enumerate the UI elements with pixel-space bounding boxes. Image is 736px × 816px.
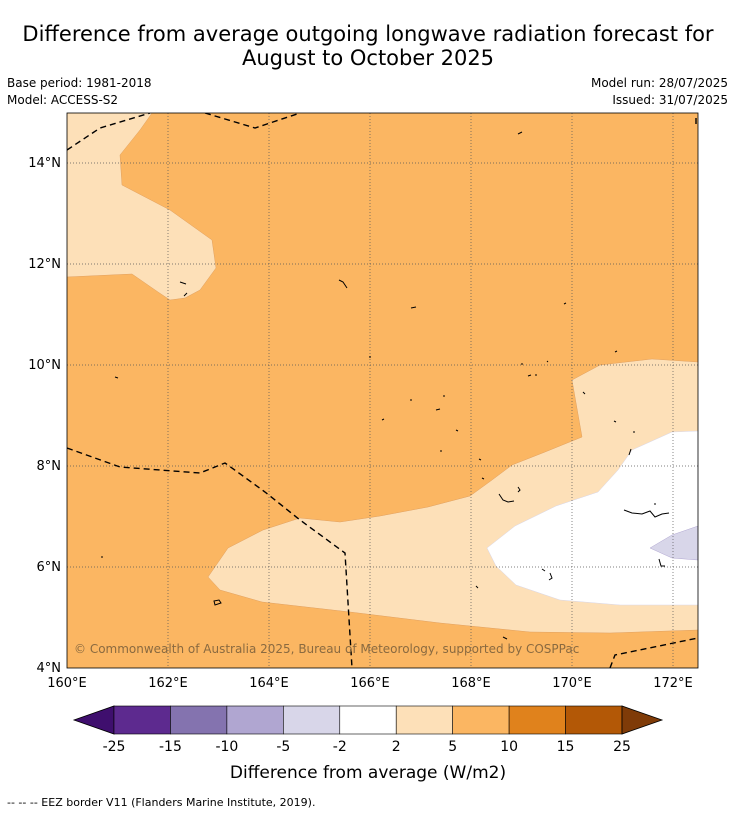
colorbar-tick-label: -10 [215,739,238,755]
eez-source-note: -- -- -- EEZ border V11 (Flanders Marine… [7,796,316,809]
map-title: Difference from average outgoing longwav… [0,22,736,70]
y-tick-label: 10°N [28,358,61,373]
x-tick-label: 164°E [249,676,289,691]
base-period: Base period: 1981-2018 [7,76,152,90]
colorbar-extension-low [72,705,115,735]
x-tick-label: 170°E [552,676,592,691]
colorbar-segment [113,705,171,735]
gridlines [67,113,698,668]
colorbar-tick-label: -25 [103,739,126,755]
anomaly-region-negative [649,525,698,561]
colorbar: -25 -15 -10 -5 -2 2 5 10 15 25 [72,705,664,755]
colorbar-tick-label: 5 [448,739,457,755]
y-tick-label: 8°N [37,459,62,474]
y-tick-label: 14°N [28,156,61,171]
x-tick-label: 168°E [451,676,491,691]
colorbar-tick-label: 10 [500,739,518,755]
colorbar-segment [339,705,397,735]
model-run: Model run: 28/07/2025 [590,76,728,90]
colorbar-tick-label: 15 [557,739,575,755]
meta-left: Base period: 1981-2018 Model: ACCESS-S2 [7,75,152,109]
x-tick-label: 166°E [350,676,390,691]
meta-right: Model run: 28/07/2025 Issued: 31/07/2025 [591,75,728,109]
x-tick-label: 160°E [47,676,87,691]
y-tick-label: 6°N [37,560,62,575]
colorbar-segment [170,705,228,735]
issued-date: Issued: 31/07/2025 [612,93,728,107]
plot-frame [66,112,699,669]
colorbar-title: Difference from average (W/m2) [230,763,506,783]
copyright-notice: © Commonwealth of Australia 2025, Bureau… [74,642,579,656]
x-tick-label: 162°E [148,676,188,691]
colorbar-segment [395,705,453,735]
colorbar-segment [508,705,566,735]
colorbar-tick-label: 2 [392,739,401,755]
y-axis: 4°N 6°N 8°N 10°N 12°N 14°N [28,156,61,676]
colorbar-tick-label: -2 [333,739,347,755]
colorbar-segment [226,705,284,735]
colorbar-tick-label: 25 [613,739,631,755]
x-axis: 160°E 162°E 164°E 166°E 168°E 170°E 172°… [47,676,693,691]
eez-borders [67,113,698,668]
island-outlines [101,131,670,640]
colorbar-segment [565,705,623,735]
colorbar-tick-label: -15 [159,739,182,755]
colorbar-segment [283,705,341,735]
colorbar-tick-label: -5 [276,739,290,755]
y-tick-label: 4°N [37,661,62,676]
model-name: Model: ACCESS-S2 [7,93,119,107]
colorbar-segment [452,705,510,735]
colorbar-extension-high [621,705,664,735]
anomaly-region-nw [67,113,217,301]
title-line-2: August to October 2025 [241,46,495,70]
map-plot-area: © Commonwealth of Australia 2025, Bureau… [67,113,698,668]
x-tick-label: 172°E [653,676,693,691]
title-line-1: Difference from average outgoing longwav… [22,22,714,46]
y-tick-label: 12°N [28,257,61,272]
